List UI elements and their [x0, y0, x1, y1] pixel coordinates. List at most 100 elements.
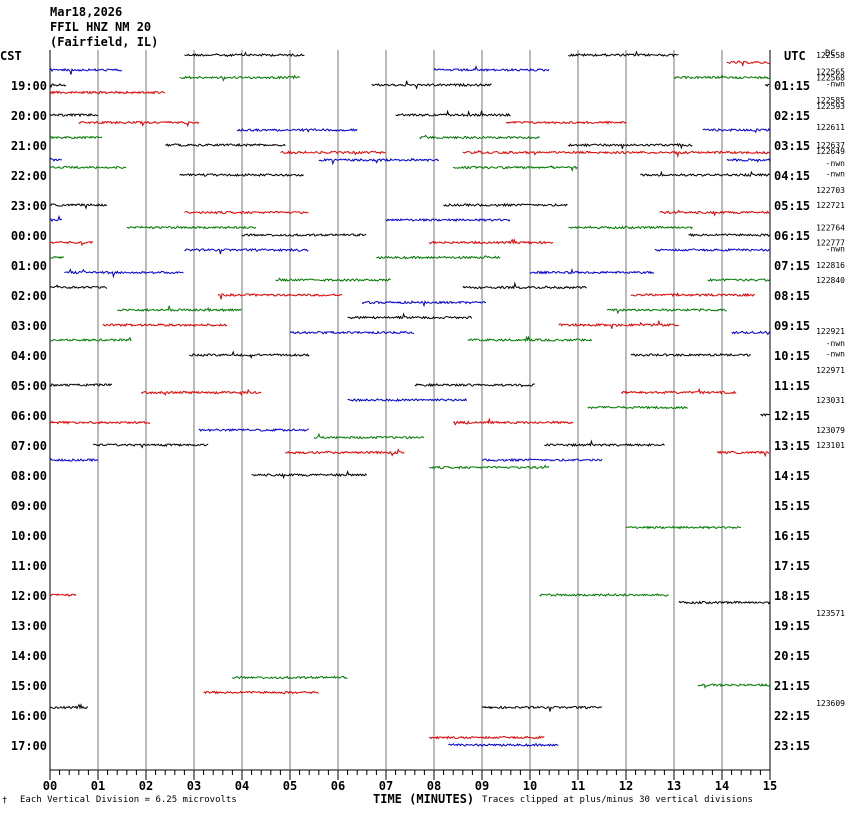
- trace-green: [376, 255, 501, 260]
- utc-hour-label: 16:15: [774, 529, 810, 543]
- utc-hour-label: 17:15: [774, 559, 810, 573]
- dc-value: 122777: [816, 239, 845, 248]
- trace-black: [347, 312, 473, 320]
- trace-green: [49, 255, 65, 260]
- x-tick-label: 02: [139, 779, 153, 793]
- trace-black: [443, 202, 568, 208]
- trace-black: [241, 233, 367, 237]
- trace-green: [453, 165, 578, 173]
- dc-value: 122593: [816, 102, 845, 111]
- cst-hour-label: 04:00: [11, 349, 47, 363]
- trace-red: [49, 593, 77, 597]
- trace-black: [395, 109, 511, 117]
- x-tick-label: 11: [571, 779, 585, 793]
- trace-red: [620, 387, 737, 395]
- x-tick-label: 15: [763, 779, 777, 793]
- utc-hour-label: 01:15: [774, 79, 810, 93]
- trace-red: [462, 149, 770, 159]
- trace-green: [49, 336, 132, 342]
- utc-hour-label: 03:15: [774, 139, 810, 153]
- trace-blue: [236, 127, 358, 133]
- trace-black: [92, 443, 209, 449]
- trace-red: [558, 319, 679, 329]
- utc-hour-label: 21:15: [774, 679, 810, 693]
- dc-value: 122971: [816, 366, 845, 375]
- cst-hour-label: 06:00: [11, 409, 47, 423]
- trace-blue: [198, 428, 309, 433]
- trace-green: [568, 225, 693, 230]
- x-tick-label: 13: [667, 779, 681, 793]
- trace-blue: [654, 247, 770, 252]
- trace-black: [49, 83, 67, 88]
- cst-hour-label: 12:00: [11, 589, 47, 603]
- trace-black: [568, 50, 679, 58]
- trace-blue: [289, 330, 414, 335]
- trace-green: [587, 405, 688, 410]
- trace-black: [189, 350, 310, 360]
- dc-value: 123079: [816, 426, 845, 435]
- dc-value: 122568: [816, 74, 845, 83]
- dc-value: -nwn: [826, 245, 845, 254]
- cst-hour-label: 02:00: [11, 289, 47, 303]
- utc-hour-label: 13:15: [774, 439, 810, 453]
- cst-hour-label: 03:00: [11, 319, 47, 333]
- trace-green: [429, 464, 550, 470]
- trace-green: [313, 432, 425, 440]
- trace-black: [688, 233, 770, 237]
- utc-hour-label: 20:15: [774, 649, 810, 663]
- trace-blue: [481, 457, 603, 463]
- trace-black: [640, 170, 770, 177]
- dc-value: 122558: [816, 51, 845, 60]
- cst-hour-label: 08:00: [11, 469, 47, 483]
- dc-value: 123609: [816, 699, 845, 708]
- right-timezone-label: UTC: [784, 49, 806, 63]
- trace-black: [414, 382, 535, 388]
- trace-green: [606, 308, 727, 315]
- utc-hour-label: 18:15: [774, 589, 810, 603]
- trace-red: [140, 388, 262, 397]
- utc-hour-label: 11:15: [774, 379, 810, 393]
- trace-blue: [726, 158, 771, 163]
- dc-value: 122585: [816, 96, 845, 105]
- trace-green: [179, 74, 300, 82]
- utc-hour-label: 02:15: [774, 109, 810, 123]
- trace-blue: [361, 300, 487, 308]
- trace-green: [707, 277, 770, 282]
- cst-hour-label: 23:00: [11, 199, 47, 213]
- trace-black: [371, 80, 492, 90]
- trace-red: [203, 690, 319, 695]
- trace-green: [419, 134, 540, 140]
- utc-hour-label: 14:15: [774, 469, 810, 483]
- dc-value: -nwn: [826, 159, 845, 168]
- dc-value: -nwn: [826, 80, 845, 89]
- trace-green: [467, 335, 593, 343]
- dc-value: 122703: [816, 186, 845, 195]
- trace-green: [49, 165, 127, 170]
- trace-blue: [347, 397, 468, 402]
- dc-value: 122649: [816, 147, 845, 156]
- trace-red: [452, 417, 574, 426]
- dc-value: 122565: [816, 68, 845, 77]
- cst-hour-label: 13:00: [11, 619, 47, 633]
- cst-hour-label: 07:00: [11, 439, 47, 453]
- trace-black: [49, 703, 89, 710]
- trace-black: [49, 202, 108, 210]
- utc-hour-label: 05:15: [774, 199, 810, 213]
- trace-red: [716, 450, 770, 458]
- cst-hour-label: 00:00: [11, 229, 47, 243]
- left-timezone-label: CST: [0, 49, 22, 63]
- trace-red: [50, 240, 94, 247]
- trace-red: [726, 60, 770, 67]
- dc-value: 122721: [816, 201, 845, 210]
- trace-red: [102, 323, 228, 328]
- trace-green: [117, 305, 242, 313]
- trace-blue: [448, 743, 559, 747]
- dc-column-label: DC: [825, 49, 836, 59]
- utc-hour-label: 15:15: [774, 499, 810, 513]
- x-tick-label: 09: [475, 779, 489, 793]
- dc-value: -nwn: [826, 170, 845, 179]
- utc-hour-label: 10:15: [774, 349, 810, 363]
- trace-red: [505, 120, 627, 125]
- cst-hour-label: 05:00: [11, 379, 47, 393]
- x-tick-label: 08: [427, 779, 441, 793]
